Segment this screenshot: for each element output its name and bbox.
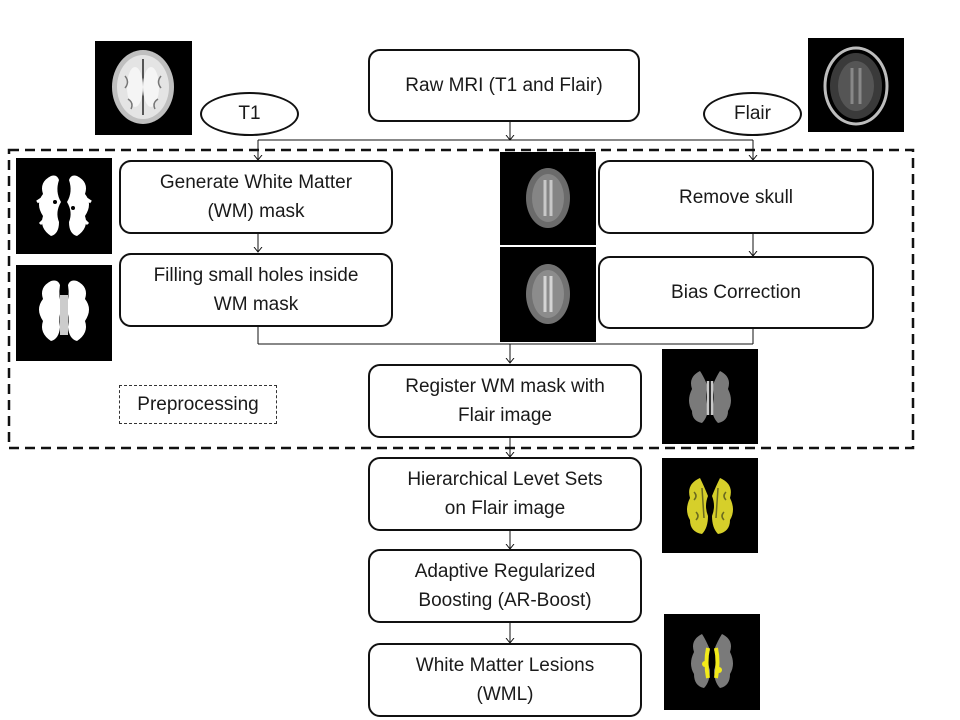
remove-skull-node: Remove skull (598, 160, 874, 234)
flair-scan-image (808, 38, 904, 132)
skull-removed-image (500, 152, 596, 245)
fill-holes-node: Filling small holes inside WM mask (119, 253, 393, 327)
t1-scan-image (95, 41, 192, 135)
bias-correction-node: Bias Correction (598, 256, 874, 329)
wm-mask-filled-image (16, 265, 112, 361)
generate-wm-mask-node: Generate White Matter (WM) mask (119, 160, 393, 234)
wm-mask-image (16, 158, 112, 254)
ar-boost-node: Adaptive Regularized Boosting (AR-Boost) (368, 549, 642, 623)
t1-label-oval: T1 (200, 92, 299, 136)
preprocessing-label: Preprocessing (119, 385, 277, 424)
level-sets-node: Hierarchical Levet Sets on Flair image (368, 457, 642, 531)
bias-corrected-image (500, 247, 596, 342)
lesion-image (664, 614, 760, 710)
level-set-image (662, 458, 758, 553)
register-node: Register WM mask with Flair image (368, 364, 642, 438)
preprocessing-region (7, 148, 915, 450)
raw-mri-node: Raw MRI (T1 and Flair) (368, 49, 640, 122)
flair-label-oval: Flair (703, 92, 802, 136)
registered-image (662, 349, 758, 444)
wml-node: White Matter Lesions (WML) (368, 643, 642, 717)
